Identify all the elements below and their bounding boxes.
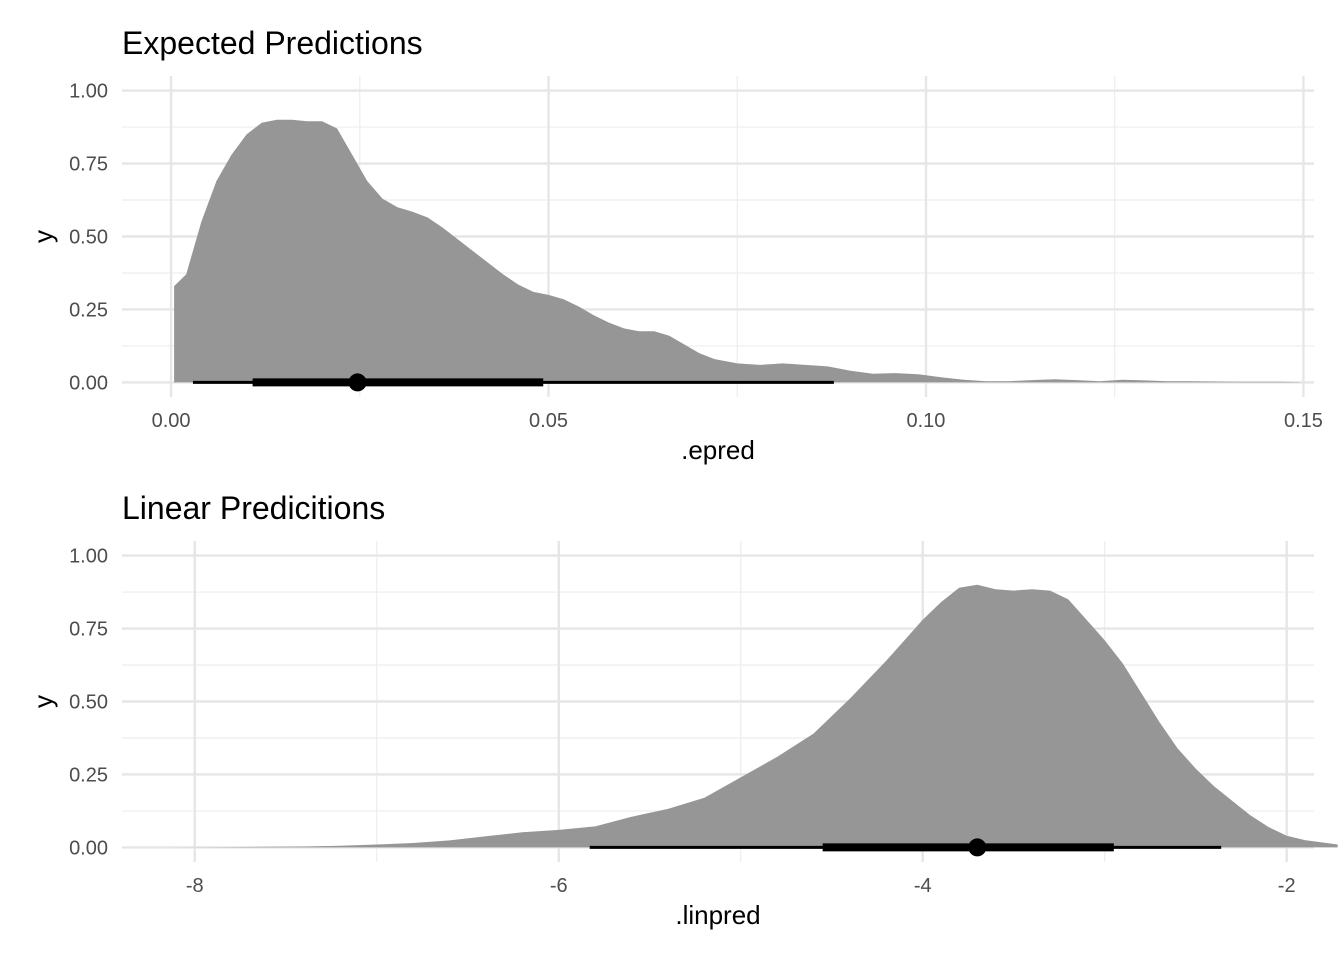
x-tick-label: 0.05: [529, 410, 568, 432]
expected-predictions-panel: 0.00 0.25 0.50 0.75 1.00 0.00 0.05 0.10 0.15 Expe…: [28, 25, 1323, 465]
y-tick-label: 0.50: [69, 692, 108, 714]
x-axis-label: .linpred: [675, 900, 760, 930]
x-tick-label: -8: [186, 875, 204, 897]
y-tick-label: 0.25: [69, 299, 108, 321]
y-tick-label: 0.00: [69, 372, 108, 394]
x-tick-label: 0.00: [152, 410, 191, 432]
chart-title: Linear Predicitions: [122, 490, 385, 526]
median-point: [348, 373, 367, 392]
x-tick-label: -6: [550, 875, 568, 897]
y-tick-label: 0.75: [69, 154, 108, 176]
y-tick-label: 1.00: [69, 546, 108, 568]
chart-title: Expected Predictions: [122, 25, 423, 61]
y-tick-label: 0.75: [69, 619, 108, 641]
median-point: [968, 838, 987, 857]
y-tick-label: 0.00: [69, 837, 108, 859]
x-axis-label: .epred: [681, 435, 755, 465]
y-axis-label: y: [28, 695, 58, 708]
y-axis-label: y: [28, 230, 58, 243]
y-tick-label: 0.50: [69, 227, 108, 249]
y-tick-label: 0.25: [69, 764, 108, 786]
density-area: [169, 584, 1338, 848]
x-tick-label: -2: [1278, 875, 1296, 897]
linear-predictions-panel: 0.00 0.25 0.50 0.75 1.00 -8 -6 -4 -2 Linear Predi…: [28, 490, 1338, 930]
y-tick-label: 1.00: [69, 81, 108, 103]
density-area: [174, 119, 1300, 383]
x-tick-label: 0.15: [1284, 410, 1323, 432]
x-tick-label: -4: [914, 875, 932, 897]
x-tick-label: 0.10: [907, 410, 946, 432]
